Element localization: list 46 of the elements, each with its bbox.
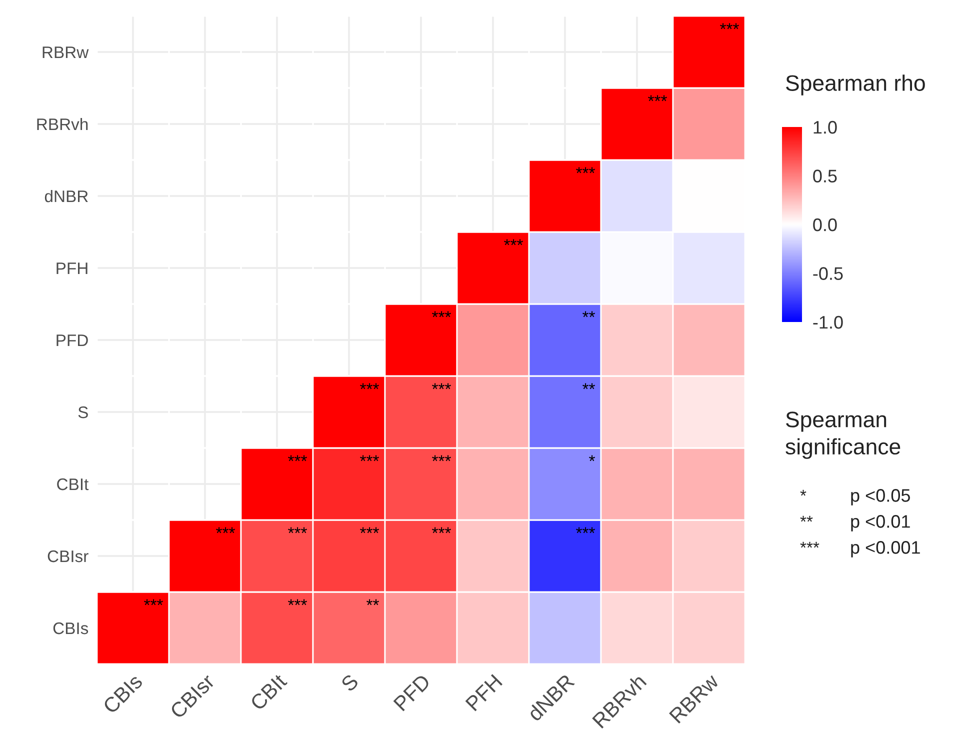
data-label: *** <box>432 527 451 534</box>
x-tick-label: CBIs <box>102 673 144 714</box>
x-tick-label: CBIt <box>249 672 288 712</box>
y-tick-label: PFH <box>56 262 88 274</box>
y-tick-label: CBIt <box>57 478 89 490</box>
text: *** <box>800 542 820 548</box>
data-label: *** <box>504 239 523 246</box>
data-label: *** <box>288 455 307 462</box>
data-label: *** <box>720 23 739 30</box>
color-bar-label: -0.5 <box>813 267 843 280</box>
x-tick-label: S <box>340 673 360 692</box>
data-label: *** <box>432 311 451 318</box>
text: * <box>800 490 806 496</box>
text: ** <box>800 516 813 522</box>
data-label: *** <box>288 599 307 606</box>
y-tick-label: dNBR <box>44 190 88 202</box>
color-bar-label: 1.0 <box>814 120 837 134</box>
data-label: *** <box>576 527 595 534</box>
data-label: *** <box>216 527 235 534</box>
data-label: ** <box>582 383 595 390</box>
data-label: *** <box>288 527 307 534</box>
data-label: * <box>589 455 595 462</box>
color-bar-label: 0.5 <box>813 170 837 182</box>
y-tick-label: PFD <box>56 334 88 346</box>
data-label: *** <box>360 527 379 534</box>
data-label: *** <box>648 95 667 102</box>
data-label: *** <box>144 599 163 606</box>
color-bar-label: -1.0 <box>813 316 843 329</box>
y-tick-label: S <box>78 406 88 418</box>
color-bar-title: Spearman rho <box>786 74 925 96</box>
legend-title: Spearman significance <box>786 412 900 459</box>
data-label: *** <box>432 383 451 390</box>
y-tick-label: RBRvh <box>37 118 88 130</box>
data-label: *** <box>360 455 379 462</box>
text: p <0.001 <box>851 541 920 558</box>
data-label: *** <box>576 167 595 174</box>
text: p <0.05 <box>851 489 910 506</box>
data-label: ** <box>366 599 379 606</box>
y-tick-label: CBIs <box>53 622 88 634</box>
data-label: ** <box>582 311 595 318</box>
data-label: *** <box>360 383 379 390</box>
color-bar-label: 0.0 <box>813 218 837 232</box>
y-tick-label: RBRw <box>42 46 89 58</box>
y-tick-label: CBIsr <box>48 550 88 562</box>
data-label: *** <box>432 455 451 462</box>
text: p <0.01 <box>851 515 910 532</box>
